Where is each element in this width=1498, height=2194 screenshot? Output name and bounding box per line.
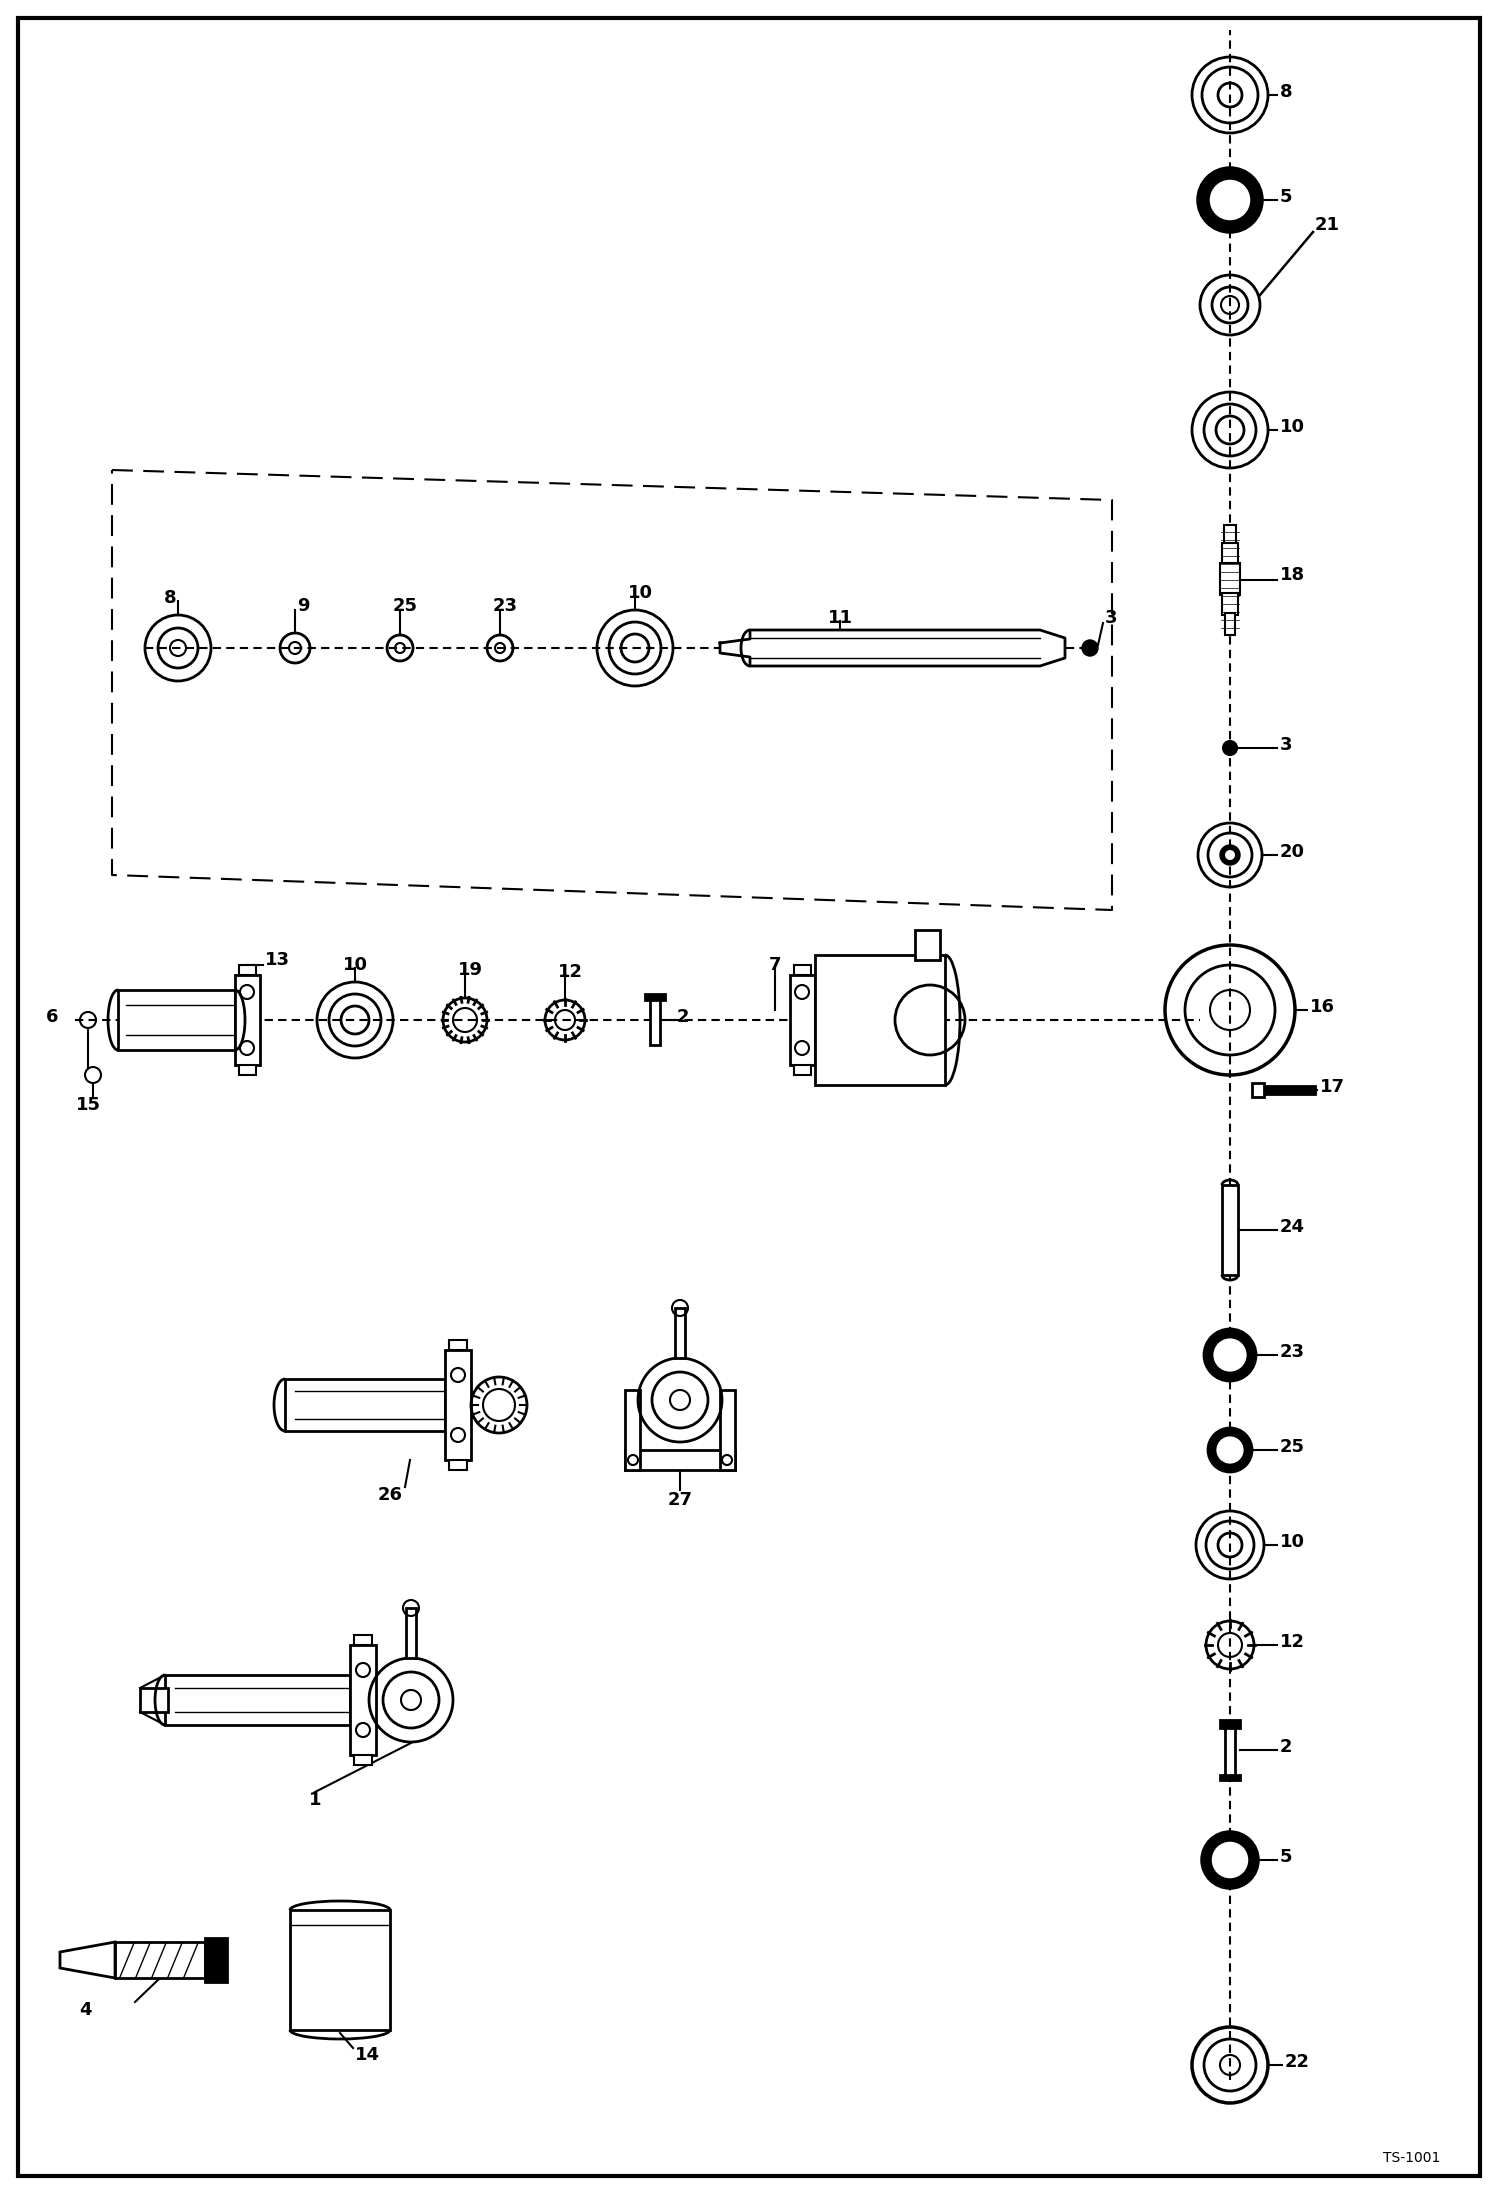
Text: 14: 14 (355, 2047, 380, 2065)
Text: 24: 24 (1279, 1218, 1305, 1235)
Bar (794, 965, 810, 974)
Bar (285, 1380, 445, 1430)
Bar (406, 1608, 416, 1659)
Text: 13: 13 (265, 950, 291, 970)
Circle shape (1219, 845, 1240, 864)
Bar (1222, 542, 1237, 566)
Text: 20: 20 (1279, 842, 1305, 860)
Bar (1252, 1084, 1264, 1097)
Bar (650, 996, 661, 1044)
Text: 4: 4 (79, 2001, 91, 2018)
Text: TS-1001: TS-1001 (1383, 2150, 1440, 2165)
Bar (1222, 592, 1237, 614)
Bar (354, 1635, 372, 1646)
Bar (1224, 524, 1236, 544)
Polygon shape (60, 1942, 115, 1979)
Text: 22: 22 (1285, 2054, 1309, 2071)
Bar (676, 1308, 685, 1358)
Bar (789, 974, 815, 1064)
Bar (646, 994, 665, 1000)
Bar (915, 930, 941, 961)
Bar (115, 1942, 205, 1979)
Bar (354, 1755, 372, 1764)
Polygon shape (1201, 1832, 1258, 1889)
Bar (1219, 1775, 1240, 1779)
Text: 27: 27 (668, 1492, 692, 1509)
Text: 17: 17 (1320, 1077, 1345, 1097)
Text: 23: 23 (1279, 1343, 1305, 1360)
Text: 8: 8 (163, 588, 177, 608)
Text: 12: 12 (1279, 1632, 1305, 1652)
Text: 11: 11 (827, 610, 852, 627)
Bar (291, 1911, 389, 2029)
Bar (1225, 612, 1234, 634)
Bar (118, 989, 235, 1051)
Text: 10: 10 (1279, 1534, 1305, 1551)
Circle shape (1207, 178, 1252, 222)
Circle shape (1082, 641, 1098, 656)
Text: 5: 5 (1279, 1847, 1293, 1867)
Bar (625, 1450, 736, 1470)
Polygon shape (1207, 1428, 1252, 1472)
Text: 26: 26 (377, 1485, 403, 1505)
Text: 10: 10 (1279, 419, 1305, 437)
Text: 10: 10 (343, 957, 367, 974)
Text: 16: 16 (1309, 998, 1335, 1016)
Text: 10: 10 (628, 584, 653, 601)
Text: 9: 9 (297, 597, 309, 614)
Bar (449, 1341, 467, 1349)
Text: 12: 12 (557, 963, 583, 981)
Circle shape (1225, 849, 1234, 860)
Bar (1219, 564, 1240, 595)
Text: 18: 18 (1279, 566, 1305, 584)
Text: 6: 6 (45, 1007, 58, 1027)
Text: 8: 8 (1279, 83, 1293, 101)
Text: 21: 21 (1315, 215, 1341, 235)
Bar (625, 1391, 640, 1470)
Bar (721, 1391, 736, 1470)
Text: 2: 2 (1279, 1738, 1293, 1755)
Bar (165, 1674, 351, 1724)
Bar (1219, 1720, 1240, 1729)
Circle shape (1215, 1435, 1245, 1466)
Circle shape (1210, 1841, 1249, 1880)
Bar (449, 1459, 467, 1470)
Text: 19: 19 (457, 961, 482, 979)
Text: 3: 3 (1106, 610, 1118, 627)
Bar (794, 1064, 810, 1075)
Text: 15: 15 (75, 1097, 100, 1115)
Bar (205, 1937, 228, 1981)
Bar (1260, 1086, 1315, 1095)
Text: 25: 25 (1279, 1437, 1305, 1457)
Bar (139, 1687, 168, 1711)
Text: 2: 2 (677, 1007, 689, 1027)
Text: 25: 25 (392, 597, 418, 614)
Bar (351, 1646, 376, 1755)
Bar (1225, 1722, 1234, 1777)
Bar (235, 974, 261, 1064)
Bar (240, 1064, 256, 1075)
Text: 23: 23 (493, 597, 517, 614)
Bar (240, 965, 256, 974)
Polygon shape (721, 630, 1065, 667)
Circle shape (1222, 742, 1237, 755)
Text: 3: 3 (1279, 735, 1293, 755)
Polygon shape (1198, 169, 1261, 233)
Bar (445, 1349, 470, 1459)
Text: 7: 7 (768, 957, 782, 974)
Bar (815, 954, 945, 1086)
Polygon shape (1204, 1330, 1255, 1380)
Bar (1222, 1185, 1237, 1275)
Circle shape (1212, 1336, 1248, 1373)
Text: 1: 1 (309, 1790, 321, 1810)
Text: 5: 5 (1279, 189, 1293, 206)
